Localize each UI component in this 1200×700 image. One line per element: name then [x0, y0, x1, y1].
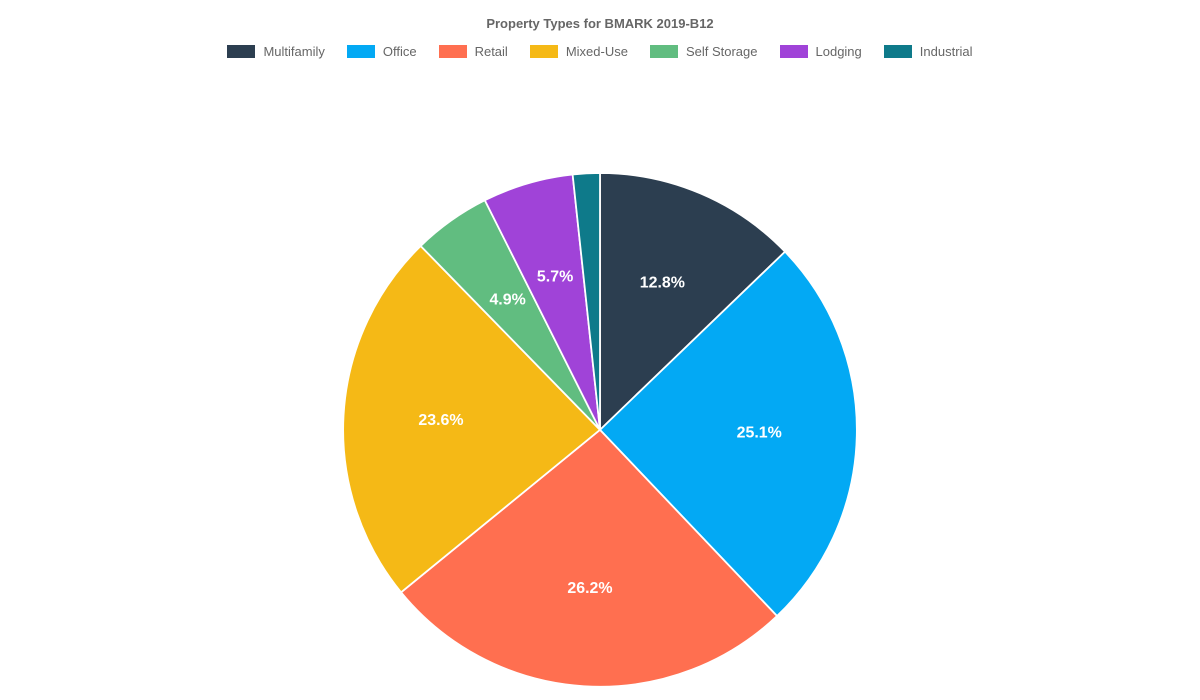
legend-label: Mixed-Use	[566, 44, 628, 59]
legend-label: Multifamily	[263, 44, 324, 59]
legend-label: Self Storage	[686, 44, 758, 59]
legend-label: Industrial	[920, 44, 973, 59]
legend-label: Office	[383, 44, 417, 59]
slice-label: 26.2%	[567, 580, 612, 597]
legend-swatch	[650, 45, 678, 58]
slice-label: 4.9%	[489, 291, 525, 308]
legend-item: Industrial	[884, 44, 973, 59]
legend-swatch	[439, 45, 467, 58]
slice-label: 25.1%	[737, 425, 782, 442]
chart-legend: Multifamily Office Retail Mixed-Use Self Sto…	[0, 44, 1200, 59]
legend-item: Mixed-Use	[530, 44, 628, 59]
slice-label: 5.7%	[537, 268, 573, 285]
chart-container: Property Types for BMARK 2019-B12 Multif…	[0, 0, 1200, 700]
legend-item: Retail	[439, 44, 508, 59]
legend-swatch	[780, 45, 808, 58]
legend-swatch	[347, 45, 375, 58]
legend-item: Office	[347, 44, 417, 59]
legend-item: Multifamily	[227, 44, 324, 59]
pie-chart: 12.8% 25.1% 26.2% 23.6% 4.9% 5.7%	[0, 80, 1200, 700]
legend-swatch	[884, 45, 912, 58]
legend-swatch	[227, 45, 255, 58]
chart-title: Property Types for BMARK 2019-B12	[0, 16, 1200, 31]
legend-item: Lodging	[780, 44, 862, 59]
slice-label: 12.8%	[640, 275, 685, 292]
legend-item: Self Storage	[650, 44, 758, 59]
legend-label: Lodging	[816, 44, 862, 59]
legend-swatch	[530, 45, 558, 58]
legend-label: Retail	[475, 44, 508, 59]
slice-label: 23.6%	[418, 412, 463, 429]
